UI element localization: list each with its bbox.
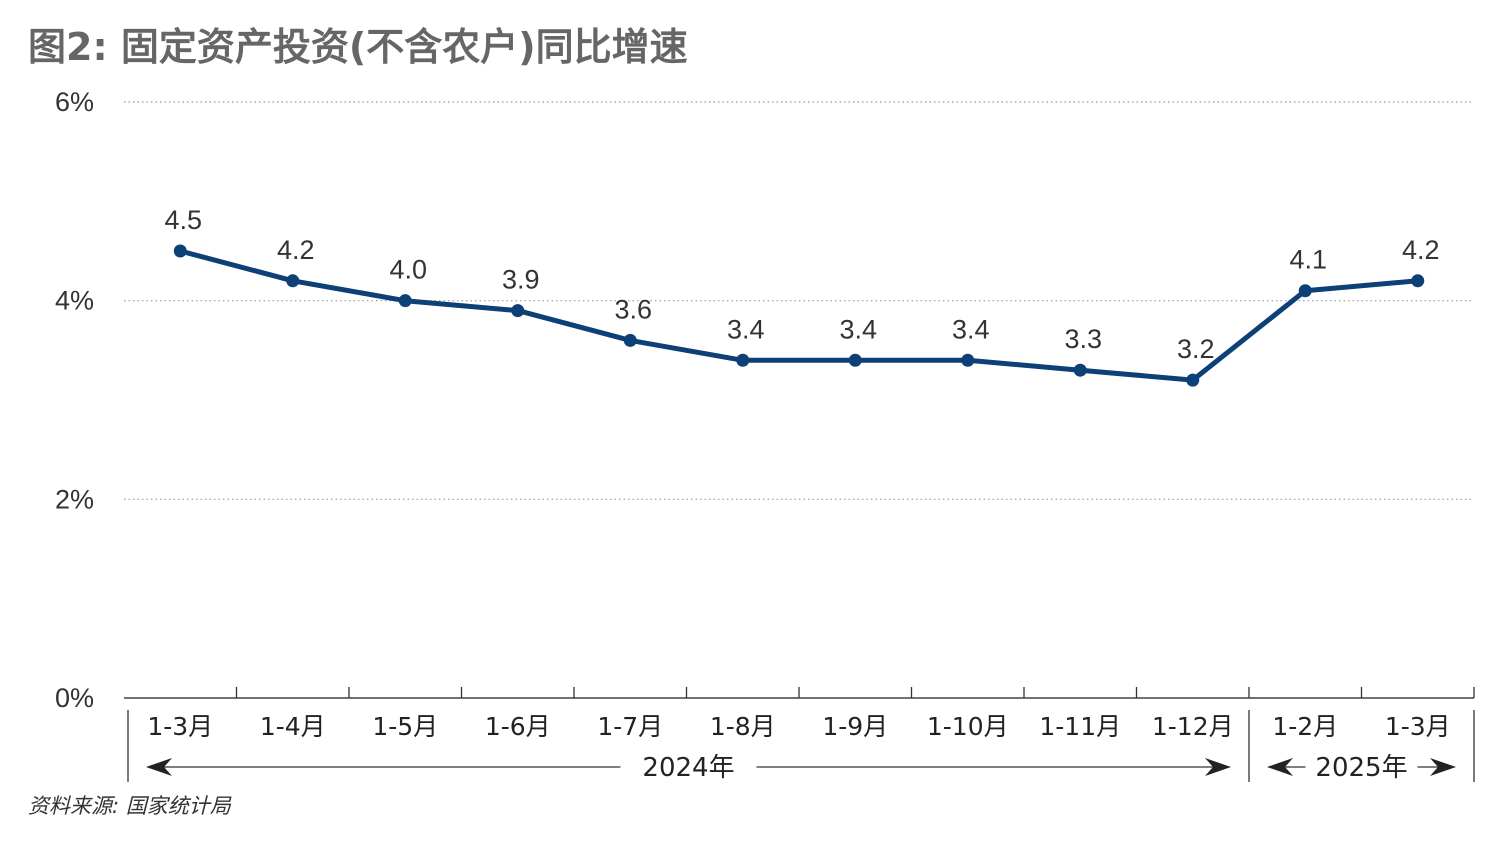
data-point bbox=[736, 353, 750, 367]
data-label: 3.3 bbox=[1064, 324, 1102, 354]
chart-title: 图2: 固定资产投资(不含农户)同比增速 bbox=[28, 25, 688, 69]
y-tick-label: 2% bbox=[55, 484, 94, 514]
year-group-dividers bbox=[127, 710, 1475, 782]
x-tick-label: 1-12月 bbox=[1152, 712, 1234, 741]
x-tick-label: 1-3月 bbox=[1385, 712, 1451, 741]
year-group-label: 2024年 bbox=[642, 753, 734, 783]
series-points bbox=[173, 244, 1425, 387]
arrow-head bbox=[1267, 758, 1293, 776]
data-point bbox=[511, 304, 525, 318]
y-tick-label: 6% bbox=[55, 87, 94, 117]
data-labels: 4.5 4.2 4.0 3.9 3.6 3.4 3.4 3.4 3.3 3.2 4.1 4.2 bbox=[164, 205, 1439, 364]
data-label: 3.4 bbox=[727, 314, 765, 344]
data-point bbox=[1186, 373, 1200, 387]
year-group-labels: 2024年 2025年 bbox=[146, 753, 1456, 783]
data-label: 3.2 bbox=[1177, 334, 1215, 364]
series-line bbox=[177, 248, 1421, 383]
data-point bbox=[173, 244, 187, 258]
x-tick-label: 1-5月 bbox=[372, 712, 438, 741]
data-label: 4.2 bbox=[277, 235, 315, 265]
data-point bbox=[1411, 274, 1425, 288]
source-note: 资料来源: 国家统计局 bbox=[28, 794, 232, 818]
grid-lines bbox=[124, 101, 1474, 500]
data-point bbox=[961, 353, 975, 367]
arrow-head bbox=[146, 758, 172, 776]
x-axis-labels: 1-3月 1-4月 1-5月 1-6月 1-7月 1-8月 1-9月 1-10月 1-11月 1-… bbox=[147, 712, 1450, 741]
data-point bbox=[398, 294, 412, 308]
data-label: 4.2 bbox=[1402, 235, 1440, 265]
data-point bbox=[623, 333, 637, 347]
x-tick-label: 1-2月 bbox=[1272, 712, 1338, 741]
data-label: 3.4 bbox=[839, 314, 877, 344]
data-point bbox=[848, 353, 862, 367]
data-label: 3.4 bbox=[952, 314, 990, 344]
x-tick-label: 1-4月 bbox=[260, 712, 326, 741]
data-label: 3.9 bbox=[502, 265, 540, 295]
year-group-label: 2025年 bbox=[1315, 753, 1407, 783]
data-label: 4.0 bbox=[389, 255, 427, 285]
data-point bbox=[1298, 284, 1312, 298]
x-axis-tick-marks bbox=[235, 687, 1475, 698]
x-tick-label: 1-6月 bbox=[485, 712, 551, 741]
x-tick-label: 1-3月 bbox=[147, 712, 213, 741]
data-label: 4.5 bbox=[164, 205, 202, 235]
x-tick-label: 1-8月 bbox=[710, 712, 776, 741]
y-axis-ticks: 0% 2% 4% 6% bbox=[55, 87, 94, 713]
x-tick-label: 1-11月 bbox=[1039, 712, 1121, 741]
arrow-head bbox=[1205, 758, 1231, 776]
x-tick-label: 1-10月 bbox=[927, 712, 1009, 741]
data-point bbox=[1073, 363, 1087, 377]
x-tick-label: 1-7月 bbox=[597, 712, 663, 741]
data-label: 4.1 bbox=[1289, 245, 1327, 275]
x-tick-label: 1-9月 bbox=[822, 712, 888, 741]
y-tick-label: 4% bbox=[55, 286, 94, 316]
data-label: 3.6 bbox=[614, 294, 652, 324]
data-point bbox=[286, 274, 300, 288]
y-tick-label: 0% bbox=[55, 683, 94, 713]
arrow-head bbox=[1430, 758, 1456, 776]
